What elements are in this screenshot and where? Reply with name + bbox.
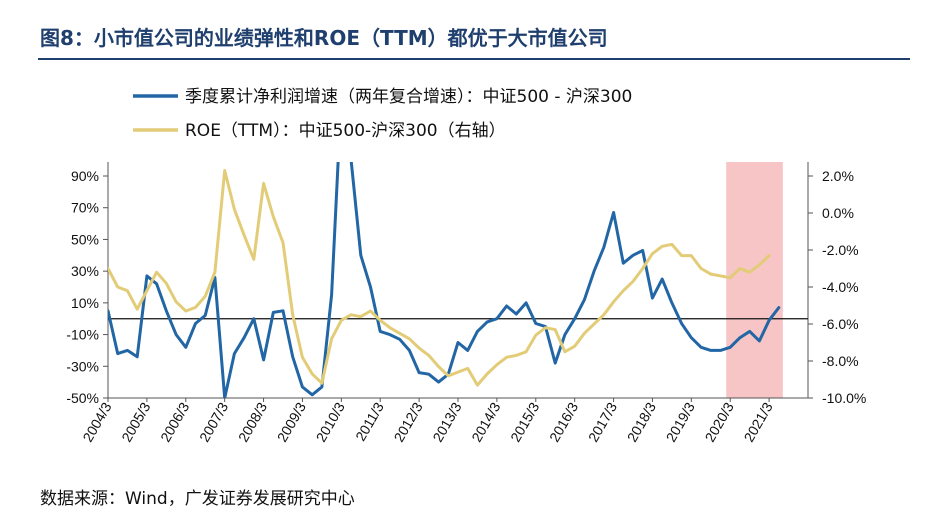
right-tick-label: 0.0% — [822, 205, 854, 221]
chart-title: 图8：小市值公司的业绩弹性和ROE（TTM）都优于大市值公司 — [40, 26, 608, 50]
x-tick-label: 2019/3 — [663, 399, 698, 444]
shaded-rect — [726, 162, 783, 398]
series-line-growth — [108, 162, 781, 398]
right-tick-label: -8.0% — [822, 353, 859, 369]
left-tick-label: 90% — [71, 168, 99, 184]
x-tick-label: 2004/3 — [79, 399, 114, 444]
right-tick-label: 2.0% — [822, 168, 854, 184]
shaded-region — [726, 162, 783, 398]
x-tick-label: 2014/3 — [468, 399, 503, 444]
x-tick-label: 2012/3 — [390, 399, 425, 444]
right-y-axis: 2.0% 0.0% -2.0% -4.0% -6.0% -8.0% -10.0% — [807, 162, 866, 406]
left-tick-label: -30% — [66, 358, 99, 374]
x-tick-label: 2021/3 — [740, 399, 775, 444]
x-axis: 2004/3 2005/3 2006/3 2007/3 2008/3 2009/3 2010… — [79, 397, 808, 445]
title-underline — [38, 58, 910, 60]
left-tick-label: -10% — [66, 327, 99, 343]
x-tick-label: 2018/3 — [624, 399, 659, 444]
source-note: 数据来源：Wind，广发证券发展研究中心 — [40, 489, 355, 509]
x-tick-label: 2017/3 — [585, 399, 620, 444]
x-tick-label: 2008/3 — [235, 399, 270, 444]
x-tick-label: 2005/3 — [118, 399, 153, 444]
left-tick-label: 50% — [71, 231, 99, 247]
left-tick-label: 10% — [71, 295, 99, 311]
x-tick-label: 2010/3 — [313, 399, 348, 444]
series-layer — [108, 162, 781, 398]
right-tick-label: -10.0% — [822, 390, 866, 406]
x-tick-label: 2020/3 — [702, 399, 737, 444]
left-tick-label: 70% — [71, 200, 99, 216]
series-line-roe — [108, 169, 771, 387]
x-tick-label: 2011/3 — [352, 399, 387, 443]
left-tick-label: 30% — [71, 263, 99, 279]
left-tick-label: -50% — [66, 390, 99, 406]
right-tick-label: -6.0% — [822, 316, 859, 332]
right-tick-label: -4.0% — [822, 279, 859, 295]
legend-label-growth: 季度累计净利润增速（两年复合增速）：中证500 - 沪深300 — [185, 87, 632, 107]
x-tick-label: 2016/3 — [546, 399, 581, 444]
x-tick-label: 2006/3 — [157, 399, 192, 444]
x-tick-label: 2013/3 — [429, 399, 464, 444]
legend-label-roe: ROE（TTM）：中证500-沪深300（右轴） — [185, 121, 506, 141]
right-tick-label: -2.0% — [822, 242, 859, 258]
x-tick-label: 2009/3 — [274, 399, 309, 444]
x-tick-label: 2015/3 — [507, 399, 542, 444]
legend: 季度累计净利润增速（两年复合增速）：中证500 - 沪深300 ROE（TTM）：… — [133, 87, 632, 141]
left-y-axis: 90% 70% 50% 30% 10% -10% -30% -50% — [66, 162, 109, 406]
x-tick-label: 2007/3 — [196, 399, 231, 444]
